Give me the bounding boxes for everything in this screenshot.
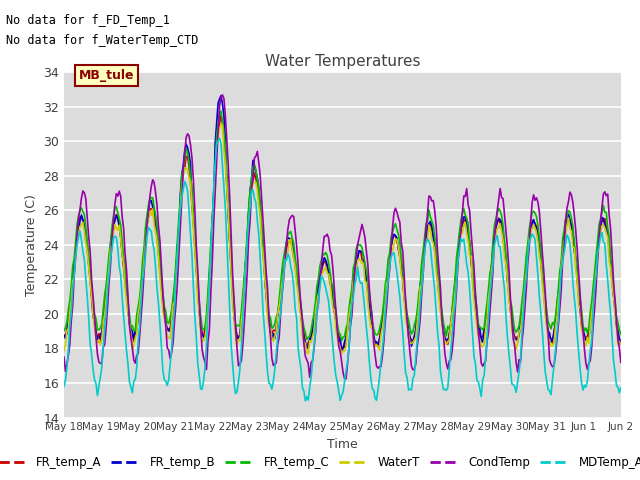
FR_temp_A xyxy=(349,277,357,283)
MDTemp_A xyxy=(97,374,104,380)
Legend: FR_temp_A, FR_temp_B, FR_temp_C, WaterT, CondTemp, MDTemp_A: FR_temp_A, FR_temp_B, FR_temp_C, WaterT,… xyxy=(0,452,640,474)
FR_temp_A xyxy=(217,112,225,118)
MDTemp_A xyxy=(301,398,309,404)
Line: FR_temp_A: FR_temp_A xyxy=(64,115,621,349)
WaterT xyxy=(305,351,312,357)
FR_temp_B xyxy=(338,348,346,354)
CondTemp xyxy=(342,376,350,382)
CondTemp xyxy=(349,289,357,295)
Y-axis label: Temperature (C): Temperature (C) xyxy=(25,194,38,296)
CondTemp xyxy=(460,193,468,199)
FR_temp_B xyxy=(97,331,104,337)
FR_temp_A xyxy=(303,346,310,352)
WaterT xyxy=(97,342,104,348)
FR_temp_B xyxy=(217,93,225,98)
WaterT xyxy=(543,323,550,329)
CondTemp xyxy=(60,354,68,360)
FR_temp_A xyxy=(460,218,468,224)
FR_temp_C xyxy=(79,209,87,215)
MDTemp_A xyxy=(460,236,468,242)
MDTemp_A xyxy=(617,385,625,391)
Text: MB_tule: MB_tule xyxy=(79,69,134,82)
MDTemp_A xyxy=(616,390,623,396)
FR_temp_B xyxy=(460,214,468,220)
FR_temp_C xyxy=(97,325,104,331)
Line: FR_temp_B: FR_temp_B xyxy=(64,96,621,351)
FR_temp_C xyxy=(460,206,468,212)
Line: MDTemp_A: MDTemp_A xyxy=(64,138,621,401)
X-axis label: Time: Time xyxy=(327,438,358,451)
FR_temp_C xyxy=(60,328,68,334)
FR_temp_B xyxy=(616,335,623,341)
FR_temp_C xyxy=(349,265,357,271)
WaterT xyxy=(217,121,225,127)
MDTemp_A xyxy=(216,135,223,141)
WaterT xyxy=(616,338,623,344)
CondTemp xyxy=(543,315,550,321)
CondTemp xyxy=(219,92,227,98)
FR_temp_A xyxy=(617,340,625,346)
CondTemp xyxy=(617,360,625,365)
MDTemp_A xyxy=(79,249,87,254)
FR_temp_B xyxy=(60,332,68,338)
CondTemp xyxy=(97,360,104,366)
WaterT xyxy=(349,279,357,285)
FR_temp_B xyxy=(349,276,357,282)
FR_temp_C xyxy=(543,307,550,313)
Text: No data for f_WaterTemp_CTD: No data for f_WaterTemp_CTD xyxy=(6,34,199,47)
FR_temp_A xyxy=(543,316,550,322)
FR_temp_A xyxy=(79,218,87,224)
FR_temp_C xyxy=(616,327,623,333)
FR_temp_C xyxy=(617,331,625,337)
FR_temp_B xyxy=(543,321,550,326)
FR_temp_A xyxy=(616,341,623,347)
Text: No data for f_FD_Temp_1: No data for f_FD_Temp_1 xyxy=(6,14,170,27)
Line: WaterT: WaterT xyxy=(64,124,621,354)
MDTemp_A xyxy=(349,295,357,301)
WaterT xyxy=(617,341,625,347)
FR_temp_A xyxy=(60,332,68,338)
FR_temp_C xyxy=(217,108,225,114)
CondTemp xyxy=(616,345,623,351)
MDTemp_A xyxy=(543,378,550,384)
Line: CondTemp: CondTemp xyxy=(64,95,621,379)
FR_temp_A xyxy=(97,338,104,344)
WaterT xyxy=(460,223,468,229)
FR_temp_C xyxy=(338,337,346,343)
Line: FR_temp_C: FR_temp_C xyxy=(64,111,621,340)
WaterT xyxy=(60,348,68,353)
FR_temp_B xyxy=(79,217,87,223)
CondTemp xyxy=(79,188,87,194)
Title: Water Temperatures: Water Temperatures xyxy=(265,54,420,70)
FR_temp_B xyxy=(617,341,625,347)
MDTemp_A xyxy=(60,384,68,389)
WaterT xyxy=(79,219,87,225)
